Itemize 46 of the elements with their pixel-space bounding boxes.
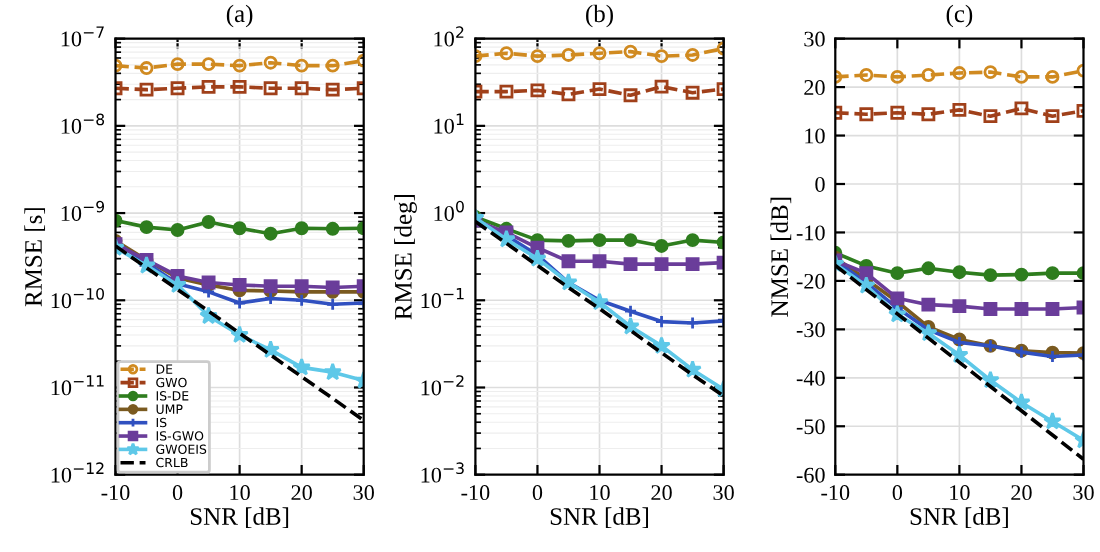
x-tick-label: -10 [101,485,130,501]
chart-title: (c) [946,4,973,28]
y-tick-label: 10$^{−9}$ [61,200,105,221]
chart-title: (b) [586,4,613,28]
x-tick-label: 30 [353,485,374,501]
x-tick-label: 20 [651,485,672,501]
y-tick-label: 10$^{−8}$ [61,113,105,134]
x-tick-label: -10 [821,485,850,501]
chart-title: (a) [226,4,253,28]
y-tick-label: -20 [796,273,825,289]
x-axis-title: SNR [dB] [910,507,1008,529]
y-axis-title: NMSE [dB] [770,197,792,317]
y-tick-label: 10$^{−7}$ [61,26,104,47]
y-tick-label: 10 [805,128,825,144]
x-tick-label: -10 [461,485,490,501]
y-tick-label: 10$^{0}$ [434,200,464,221]
x-tick-label: 10 [950,485,970,501]
x-axis-title: SNR [dB] [190,507,289,529]
x-tick-label: 0 [892,485,903,501]
y-tick-label: -50 [796,419,825,435]
y-tick-label: -40 [796,370,825,386]
x-tick-label: 20 [1011,485,1032,501]
y-tick-label: 10$^{−12}$ [51,462,104,483]
y-tick-label: 10$^{−10}$ [51,287,105,309]
x-tick-label: 10 [590,485,610,501]
x-tick-label: 30 [713,485,734,501]
y-tick-label: -30 [796,322,825,338]
y-tick-label: -60 [796,467,825,483]
y-tick-label: 10$^{−2}$ [421,375,464,396]
y-axis-title: RMSE [deg] [394,195,417,320]
x-axis-title: SNR [dB] [550,507,648,529]
y-tick-label: 20 [804,80,825,96]
y-tick-label: 0 [815,176,825,192]
y-tick-label: 10$^{−11}$ [51,375,104,396]
x-tick-label: 30 [1073,485,1094,501]
y-axis-title: RMSE [s] [24,208,46,307]
y-tick-label: 10$^{2}$ [434,26,464,47]
y-tick-label: 10$^{1}$ [434,113,464,134]
y-tick-label: -10 [796,225,825,241]
x-tick-label: 0 [172,485,183,501]
y-tick-label: 30 [804,31,825,47]
y-tick-label: 10$^{−3}$ [421,462,464,483]
x-tick-label: 10 [230,485,250,501]
y-tick-label: 10$^{−1}$ [421,288,464,309]
x-tick-label: 0 [532,485,543,501]
x-tick-label: 20 [291,485,312,501]
